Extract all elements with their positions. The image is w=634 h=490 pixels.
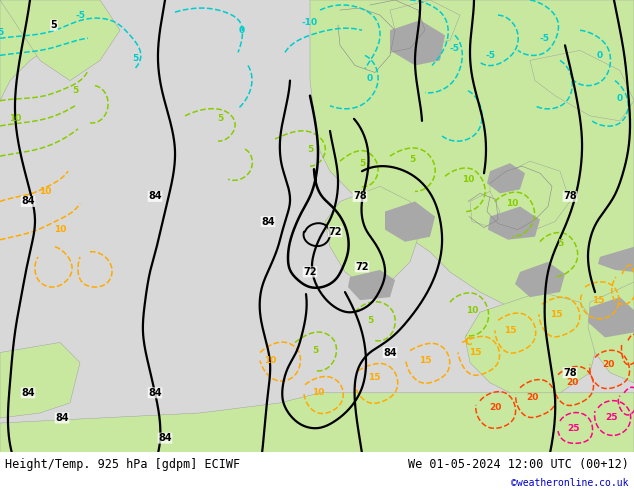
Text: 0: 0	[367, 74, 373, 83]
Polygon shape	[487, 163, 525, 194]
Text: 20: 20	[602, 360, 614, 369]
Text: 72: 72	[328, 227, 342, 237]
Text: 0: 0	[239, 25, 245, 35]
Text: 5: 5	[359, 159, 365, 168]
Polygon shape	[598, 247, 634, 272]
Text: 15: 15	[550, 310, 562, 319]
Text: 84: 84	[148, 192, 162, 201]
Text: 20: 20	[566, 378, 578, 387]
Text: 84: 84	[261, 217, 275, 226]
Text: 84: 84	[21, 196, 35, 206]
Text: 84: 84	[55, 413, 69, 423]
Text: 5: 5	[307, 145, 313, 153]
Polygon shape	[390, 0, 460, 46]
Text: Height/Temp. 925 hPa [gdpm] ECIWF: Height/Temp. 925 hPa [gdpm] ECIWF	[5, 458, 240, 470]
Polygon shape	[348, 270, 395, 300]
Text: 84: 84	[158, 433, 172, 443]
Polygon shape	[0, 393, 634, 453]
Text: 15: 15	[504, 326, 516, 335]
Polygon shape	[515, 262, 565, 297]
Polygon shape	[325, 186, 420, 287]
Text: -5: -5	[75, 11, 85, 20]
Text: 10: 10	[462, 175, 474, 184]
Text: 5: 5	[367, 316, 373, 325]
Text: 10: 10	[312, 388, 324, 397]
Polygon shape	[0, 343, 80, 418]
Text: 10: 10	[9, 114, 21, 123]
Text: 78: 78	[563, 368, 577, 378]
Polygon shape	[530, 50, 634, 121]
Text: 15: 15	[469, 348, 481, 357]
Text: C: C	[464, 338, 472, 347]
Text: 20: 20	[489, 403, 501, 413]
Text: 15: 15	[418, 356, 431, 365]
Polygon shape	[310, 0, 634, 343]
Text: 78: 78	[353, 192, 367, 201]
Text: 10: 10	[506, 199, 518, 208]
Text: 5: 5	[557, 239, 563, 248]
Text: 5: 5	[132, 54, 138, 63]
Polygon shape	[488, 206, 540, 240]
Text: 5: 5	[72, 86, 78, 95]
Polygon shape	[385, 201, 435, 242]
Polygon shape	[390, 20, 445, 66]
Text: 84: 84	[21, 388, 35, 398]
Text: ©weatheronline.co.uk: ©weatheronline.co.uk	[512, 478, 629, 488]
Text: 72: 72	[303, 267, 317, 277]
Text: We 01-05-2024 12:00 UTC (00+12): We 01-05-2024 12:00 UTC (00+12)	[408, 458, 629, 470]
Text: 5: 5	[217, 114, 223, 123]
Text: 0: 0	[617, 94, 623, 103]
Text: -10: -10	[302, 18, 318, 26]
Polygon shape	[465, 292, 600, 398]
Text: 15: 15	[368, 373, 380, 382]
Polygon shape	[0, 0, 80, 101]
Text: 84: 84	[148, 388, 162, 398]
Text: 5: 5	[51, 20, 57, 30]
Polygon shape	[588, 297, 634, 338]
Polygon shape	[0, 0, 120, 80]
Text: 10: 10	[39, 187, 51, 196]
Text: -5: -5	[450, 44, 460, 53]
Text: 10: 10	[54, 225, 66, 234]
Text: 20: 20	[526, 393, 538, 402]
Text: -5: -5	[485, 51, 495, 60]
Text: 72: 72	[355, 262, 369, 272]
Polygon shape	[490, 161, 570, 232]
Polygon shape	[320, 0, 634, 221]
Polygon shape	[470, 192, 500, 226]
Text: 10: 10	[264, 356, 276, 365]
Text: -5: -5	[540, 34, 550, 43]
Text: 5: 5	[312, 346, 318, 355]
Text: 0: 0	[597, 51, 603, 60]
Text: 10: 10	[466, 306, 478, 315]
Text: 15: 15	[592, 295, 604, 305]
Text: 25: 25	[605, 414, 618, 422]
Text: 78: 78	[563, 192, 577, 201]
Polygon shape	[588, 282, 634, 383]
Text: 25: 25	[568, 423, 580, 433]
Text: 5: 5	[0, 28, 3, 37]
Text: 5: 5	[409, 155, 415, 164]
Text: 84: 84	[383, 347, 397, 358]
